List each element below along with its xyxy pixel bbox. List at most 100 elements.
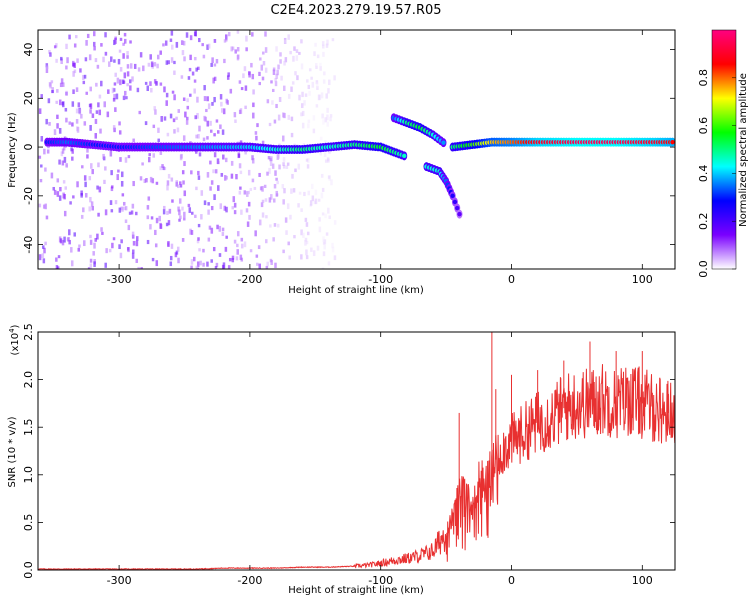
heatmap-noise-cell <box>127 224 131 231</box>
heatmap-noise-cell <box>82 74 85 80</box>
heatmap-noise-cell <box>197 133 200 139</box>
spectrogram-y-tick-label: -20 <box>22 187 35 205</box>
heatmap-noise-cell <box>314 42 317 47</box>
heatmap-noise-cell <box>47 98 51 104</box>
heatmap-noise-cell <box>122 201 126 206</box>
heatmap-noise-cell <box>305 222 309 227</box>
heatmap-noise-cell <box>203 115 206 121</box>
heatmap-noise-cell <box>89 196 92 203</box>
heatmap-noise-cell <box>163 166 167 171</box>
heatmap-noise-cell <box>300 208 303 212</box>
heatmap-noise-cell <box>180 40 184 45</box>
heatmap-noise-cell <box>309 200 313 206</box>
heatmap-noise-cell <box>166 132 170 137</box>
heatmap-noise-cell <box>238 190 242 195</box>
heatmap-noise-cell <box>126 83 129 87</box>
heatmap-noise-cell <box>252 112 255 119</box>
heatmap-noise-cell <box>137 67 141 72</box>
heatmap-noise-cell <box>213 152 217 158</box>
heatmap-noise-cell <box>154 229 157 236</box>
heatmap-noise-cell <box>126 51 129 55</box>
heatmap-noise-cell <box>126 64 130 69</box>
heatmap-noise-cell <box>304 93 308 97</box>
heatmap-noise-cell <box>261 199 265 203</box>
heatmap-noise-cell <box>170 30 174 36</box>
heatmap-noise-cell <box>68 121 72 125</box>
heatmap-noise-cell <box>223 175 227 181</box>
heatmap-noise-cell <box>177 184 180 189</box>
heatmap-noise-cell <box>233 239 237 244</box>
heatmap-noise-cell <box>73 43 77 48</box>
heatmap-noise-cell <box>218 225 222 232</box>
heatmap-noise-cell <box>187 203 191 208</box>
heatmap-noise-cell <box>219 94 223 100</box>
heatmap-noise-cell <box>264 47 268 53</box>
heatmap-noise-cell <box>225 175 228 180</box>
heatmap-noise-cell <box>150 87 153 93</box>
heatmap-noise-cell <box>146 215 150 220</box>
heatmap-noise-cell <box>316 245 320 251</box>
heatmap-noise-cell <box>94 118 98 124</box>
heatmap-noise-cell <box>83 240 86 247</box>
heatmap-noise-cell <box>210 259 213 263</box>
heatmap-noise-cell <box>195 134 198 139</box>
heatmap-noise-cell <box>268 167 271 174</box>
heatmap-noise-cell <box>186 105 190 110</box>
snr-frame <box>37 331 676 571</box>
heatmap-noise-cell <box>128 211 132 215</box>
heatmap-noise-cell <box>173 70 176 75</box>
heatmap-noise-cell <box>203 200 207 206</box>
heatmap-noise-cell <box>322 251 326 257</box>
spectrogram-x-tick-label: -100 <box>368 273 393 286</box>
heatmap-noise-cell <box>39 178 43 183</box>
heatmap-noise-cell <box>307 123 310 129</box>
heatmap-noise-cell <box>235 256 239 261</box>
snr-x-tick-label: -100 <box>368 574 393 587</box>
heatmap-noise-cell <box>244 85 248 91</box>
heatmap-noise-cell <box>300 112 303 117</box>
heatmap-noise-cell <box>167 241 170 248</box>
heatmap-noise-cell <box>127 155 131 159</box>
heatmap-noise-cell <box>202 137 206 142</box>
heatmap-noise-cell <box>189 54 192 61</box>
heatmap-noise-cell <box>283 85 286 91</box>
heatmap-noise-cell <box>121 193 125 197</box>
heatmap-noise-cell <box>292 55 295 62</box>
heatmap-noise-cell <box>93 261 96 267</box>
heatmap-noise-cell <box>86 148 89 153</box>
heatmap-noise-cell <box>252 102 255 108</box>
heatmap-noise-cell <box>268 197 272 203</box>
heatmap-noise-cell <box>175 116 178 120</box>
heatmap-noise-cell <box>236 249 239 255</box>
heatmap-noise-cell <box>169 261 173 267</box>
heatmap-noise-cell <box>158 215 161 222</box>
heatmap-noise-cell <box>72 71 75 77</box>
heatmap-noise-cell <box>258 172 261 177</box>
heatmap-noise-cell <box>197 223 201 228</box>
heatmap-noise-cell <box>263 184 267 188</box>
heatmap-noise-cell <box>40 164 43 168</box>
heatmap-noise-cell <box>154 109 157 115</box>
heatmap-noise-cell <box>254 230 257 237</box>
heatmap-noise-cell <box>283 60 286 66</box>
heatmap-noise-cell <box>274 262 277 269</box>
heatmap-noise-cell <box>264 31 267 37</box>
heatmap-noise-cell <box>167 60 170 65</box>
heatmap-ridge-core <box>455 205 460 211</box>
heatmap-noise-cell <box>161 164 164 168</box>
heatmap-noise-cell <box>45 67 49 73</box>
heatmap-noise-cell <box>88 206 91 212</box>
heatmap-noise-cell <box>246 191 249 197</box>
heatmap-noise-cell <box>196 112 199 119</box>
spectrogram-y-tick-label: -40 <box>22 236 35 254</box>
heatmap-noise-cell <box>214 266 218 269</box>
heatmap-noise-cell <box>327 158 330 163</box>
heatmap-noise-cell <box>297 203 300 208</box>
heatmap-noise-cell <box>198 152 202 157</box>
heatmap-noise-cell <box>95 110 99 114</box>
heatmap-noise-cell <box>104 51 108 56</box>
snr-series-line <box>38 364 675 570</box>
colorbar-gradient <box>712 30 736 269</box>
heatmap-noise-cell <box>83 74 87 79</box>
heatmap-noise-cell <box>170 243 174 249</box>
